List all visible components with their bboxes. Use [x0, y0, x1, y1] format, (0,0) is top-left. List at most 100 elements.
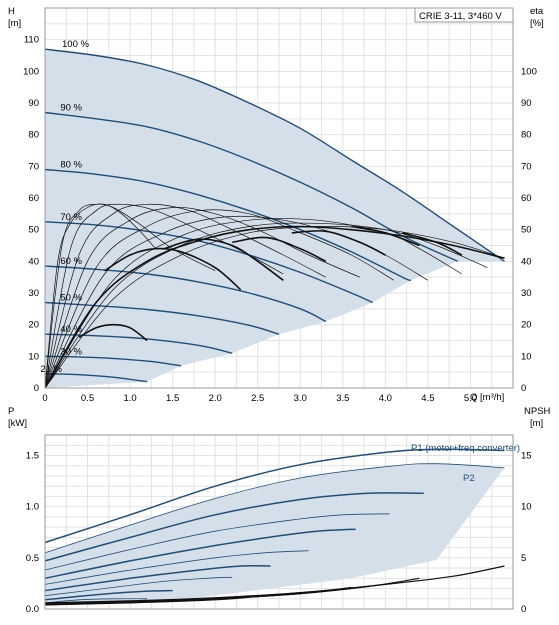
efficiency-curve-bold [351, 225, 420, 247]
efficiency-curve [44, 209, 395, 389]
p-tick-label: 1.0 [26, 502, 39, 513]
head-curves [44, 48, 505, 383]
y-tick-label: 30 [28, 288, 39, 299]
power-curve [44, 564, 271, 592]
bottom-right-axis-unit: [m] [530, 418, 543, 429]
speed-label: 80 % [60, 160, 82, 171]
npsh-tick-label: 5 [521, 553, 526, 564]
efficiency-curve-bold [232, 236, 327, 263]
x-tick-label: 5.0 [464, 393, 477, 404]
power-curve [44, 513, 390, 571]
npsh-tick-label: 10 [521, 502, 532, 513]
y-right-tick-label: 90 [521, 98, 532, 109]
top-x-axis-label: Q [m³/h] [470, 392, 504, 403]
power-curve [44, 528, 356, 580]
efficiency-curve [44, 203, 156, 389]
efficiency-curve [44, 226, 505, 389]
npsh-curve [44, 597, 233, 606]
y-tick-label: 60 [28, 193, 39, 204]
x-tick-label: 0 [42, 393, 47, 404]
y-tick-label: 40 [28, 256, 39, 267]
x-tick-label: 3.0 [294, 393, 307, 404]
power-curve [44, 598, 148, 604]
y-right-tick-label: 80 [521, 130, 532, 141]
efficiency-curve-bold [44, 225, 505, 389]
y-tick-label: 80 [28, 130, 39, 141]
efficiency-curves [44, 203, 505, 389]
p-tick-label: 0.5 [26, 553, 39, 564]
efficiency-curve [44, 222, 488, 389]
power-curve [44, 448, 505, 544]
y-right-tick-label: 40 [521, 256, 532, 267]
efficiency-curve-bold [78, 323, 148, 342]
power-curve [44, 589, 173, 601]
y-tick-label: 110 [24, 35, 39, 46]
top-left-axis-unit: [m] [8, 18, 21, 29]
x-tick-label: 2.5 [251, 393, 264, 404]
y-right-tick-label: 70 [521, 161, 532, 172]
x-tick-label: 4.5 [421, 393, 434, 404]
y-tick-label: 10 [28, 351, 39, 362]
efficiency-curve-bold [163, 238, 284, 281]
y-right-tick-label: 20 [521, 320, 532, 331]
p-tick-label: 1.5 [26, 450, 39, 461]
y-tick-label: 50 [28, 225, 39, 236]
p2-label: P2 [463, 473, 475, 484]
speed-label: 21 % [40, 364, 62, 375]
npsh-tick-label: 15 [521, 450, 532, 461]
power-curve [44, 550, 309, 585]
y-tick-label: 90 [28, 98, 39, 109]
x-tick-label: 3.5 [336, 393, 349, 404]
head-curve [44, 168, 412, 282]
head-curve [44, 265, 327, 323]
x-tick-label: 1.5 [166, 393, 179, 404]
y-right-tick-label: 60 [521, 193, 532, 204]
npsh-tick-label: 0 [521, 604, 526, 615]
efficiency-curve-bold [402, 232, 463, 256]
power-curve [44, 576, 233, 597]
speed-label: 100 % [62, 39, 89, 50]
x-tick-label: 2.0 [209, 393, 222, 404]
speed-label: 70 % [60, 212, 82, 223]
head-curve [44, 111, 458, 262]
head-curve [44, 301, 280, 335]
x-tick-label: 1.0 [123, 393, 136, 404]
chart-title: CRIE 3-11, 3*460 V [419, 11, 502, 22]
x-tick-label: 4.0 [379, 393, 392, 404]
power-curves [44, 448, 505, 604]
y-right-tick-label: 10 [521, 351, 532, 362]
y-right-tick-label: 0 [521, 383, 526, 394]
y-right-tick-label: 30 [521, 288, 532, 299]
top-right-axis-unit: [%] [530, 18, 544, 29]
operating-range-bottom [45, 463, 505, 605]
y-tick-label: 0 [34, 383, 39, 394]
speed-labels: 100 % 90 % 80 % 70 % 60 % 50 % 40 % 30 % 21 % [40, 39, 89, 375]
x-tick-label: 0.5 [81, 393, 94, 404]
bottom-left-axis-symbol: P [8, 406, 14, 417]
speed-label: 40 % [60, 324, 82, 335]
p-tick-label: 0.0 [26, 604, 39, 615]
p1-label: P1 (motor+freq.converter) [411, 443, 520, 454]
efficiency-curve [44, 218, 463, 389]
y-right-tick-label: 100 [521, 66, 537, 77]
head-curve [44, 373, 148, 383]
head-curve [44, 48, 505, 262]
power-curve [44, 463, 505, 554]
y-right-tick-label: 50 [521, 225, 532, 236]
y-tick-label: 20 [28, 320, 39, 331]
efficiency-curve [44, 203, 326, 389]
speed-label: 90 % [60, 103, 82, 114]
npsh-curves [44, 565, 505, 606]
speed-label: 30 % [60, 346, 82, 357]
efficiency-curve-bold [291, 230, 386, 256]
top-left-axis-symbol: H [8, 6, 15, 17]
efficiency-curve [44, 206, 360, 389]
head-curve [44, 221, 373, 304]
bottom-left-axis-unit: [kW] [8, 418, 27, 429]
y-tick-label: 70 [28, 161, 39, 172]
top-right-axis-symbol: eta [530, 6, 544, 17]
bottom-right-axis-symbol: NPSH [524, 406, 551, 417]
efficiency-curve-bold [104, 247, 242, 291]
y-tick-label: 100 [23, 66, 39, 77]
bottom-axis-ticks: 0.0 0.5 1.0 1.5 0 5 10 15 [26, 450, 532, 615]
